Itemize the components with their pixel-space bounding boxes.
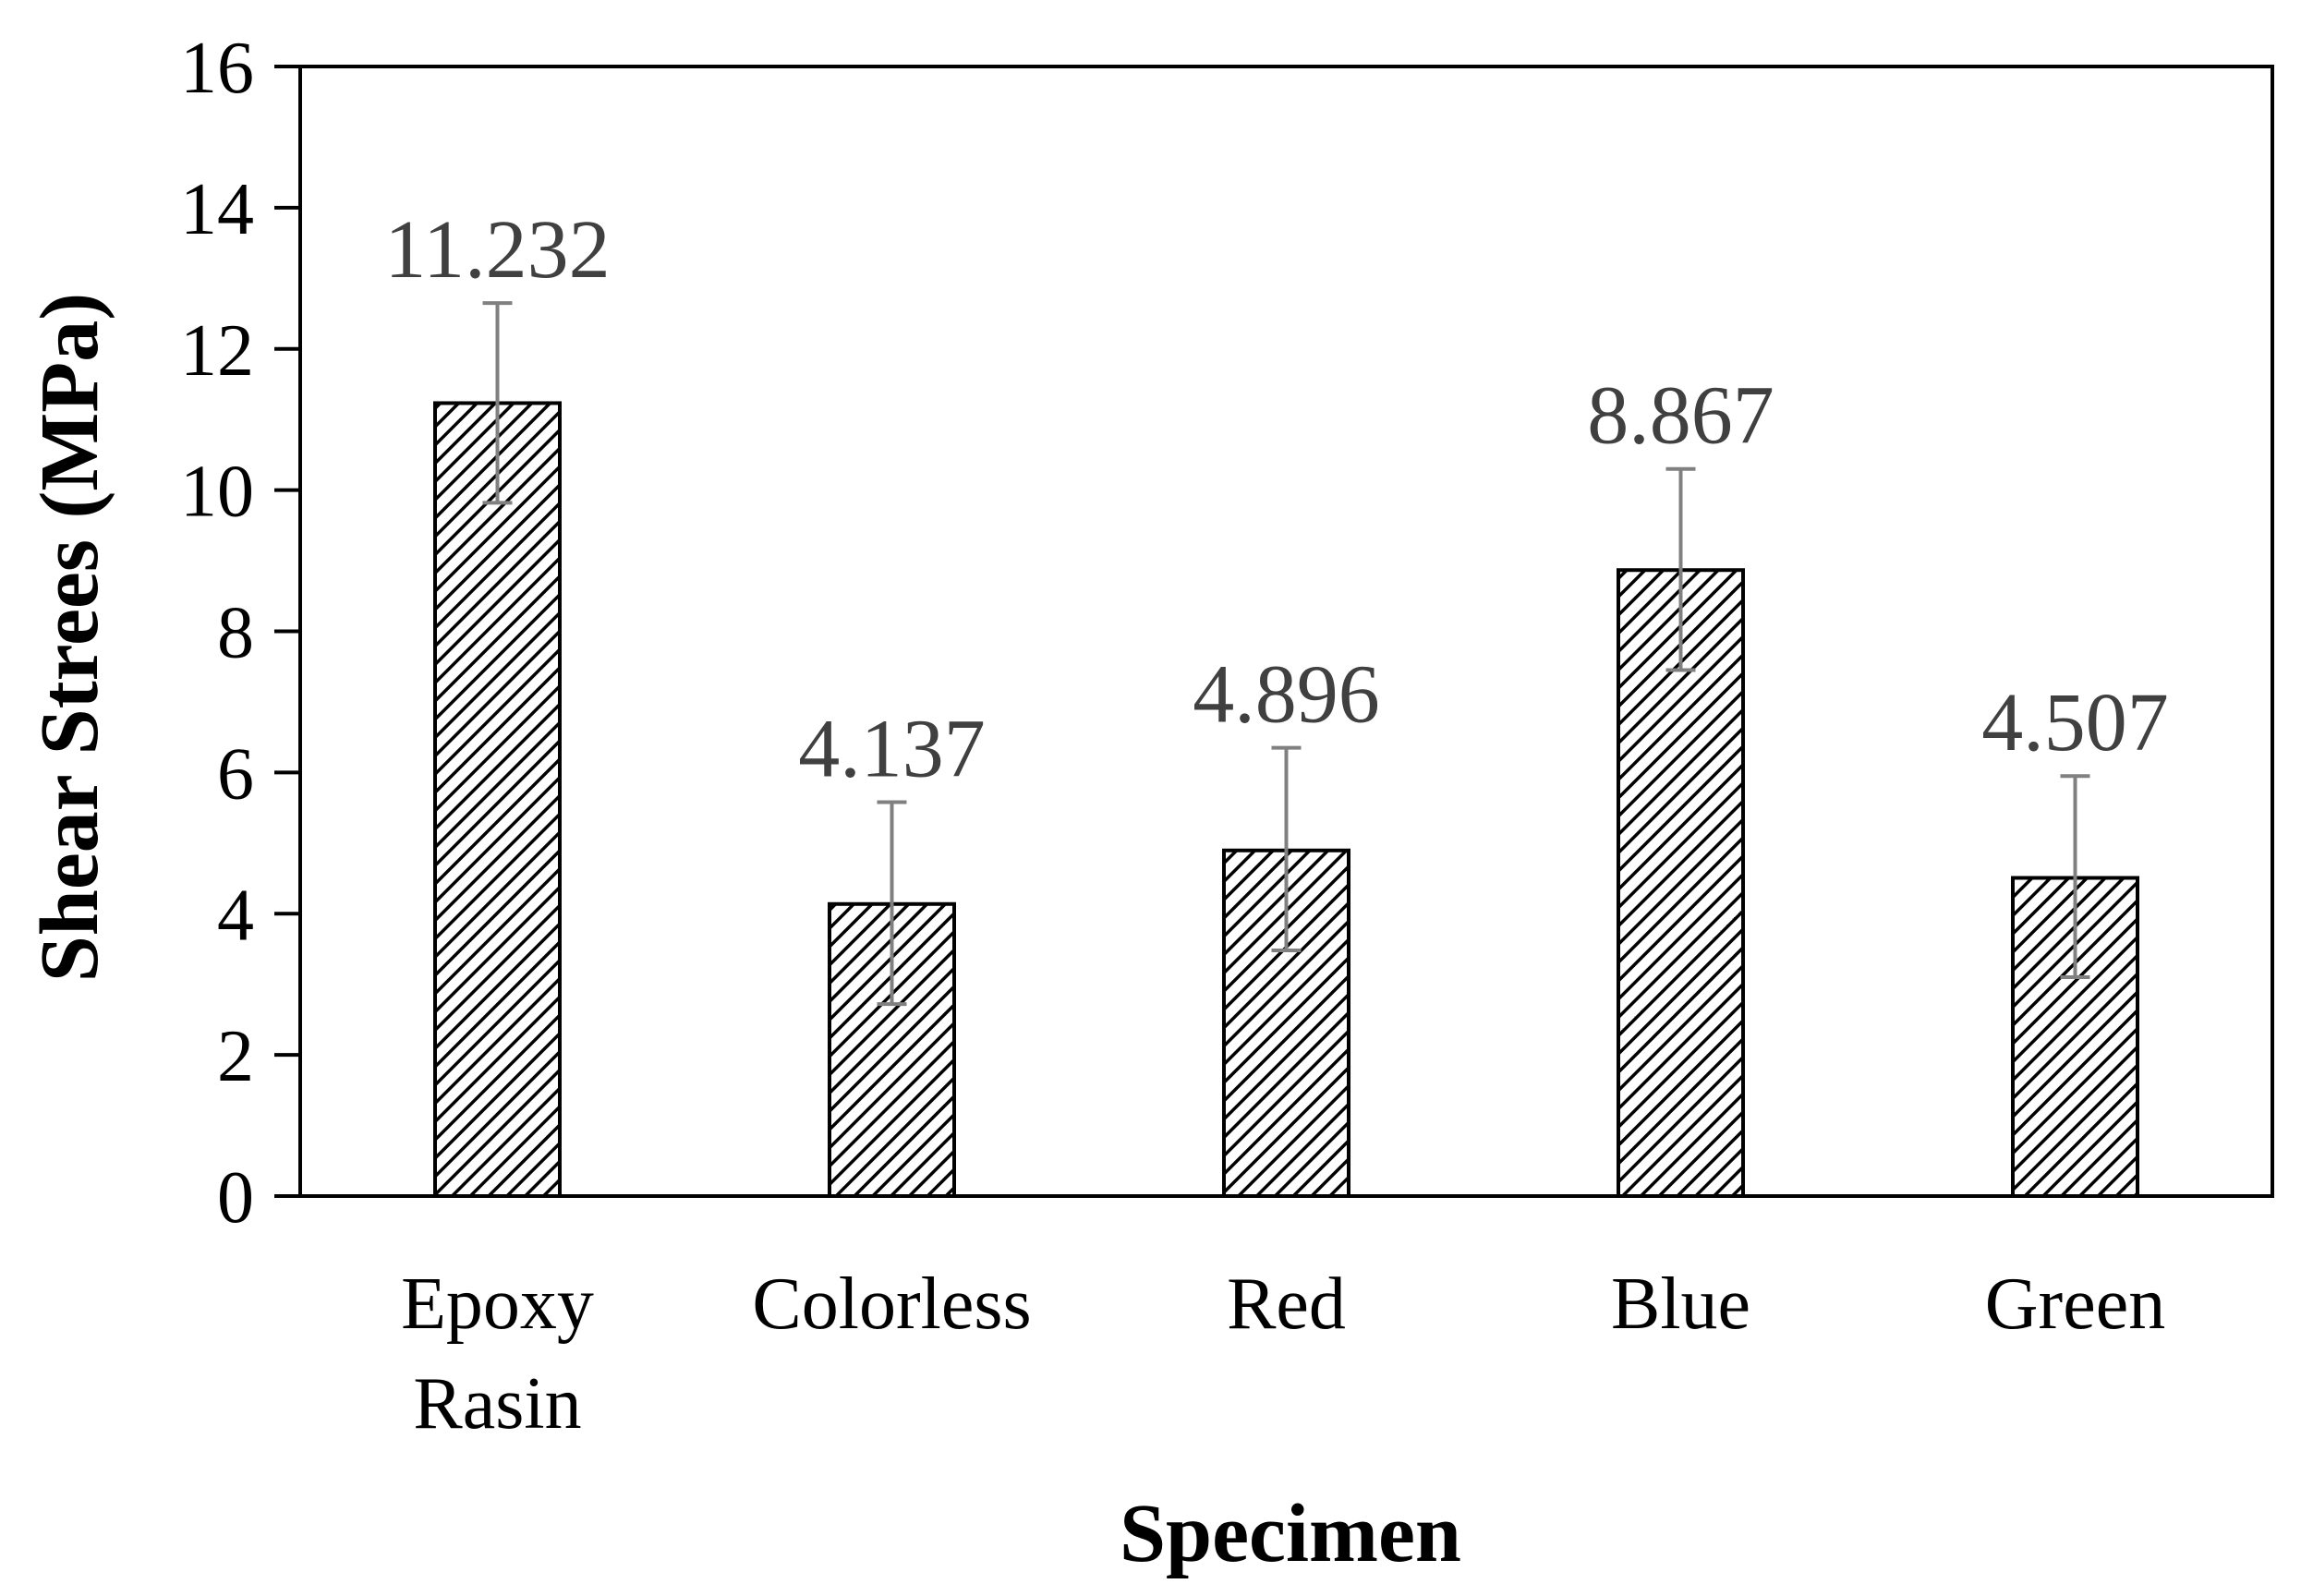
error-bar	[2060, 774, 2090, 980]
x-tick-label: Blue	[1611, 1264, 1750, 1345]
y-tick-label: 0	[217, 1157, 254, 1239]
y-tick-label: 16	[180, 28, 254, 109]
x-tick-label: Epoxy	[401, 1264, 594, 1345]
y-tick-label: 10	[180, 452, 254, 533]
error-bar	[482, 301, 513, 505]
x-tick-label: Rasin	[413, 1363, 581, 1445]
data-labels-group: 11.232 4.137 4.896 8.867 4.507	[384, 204, 2168, 794]
y-tick-label: 12	[180, 310, 254, 392]
data-label: 8.867	[1587, 370, 1774, 462]
data-label: 4.896	[1193, 649, 1380, 741]
y-tick-label: 4	[217, 875, 254, 956]
y-axis: 0 2 4 6 8 10 12 14 16	[180, 28, 300, 1239]
y-tick-label: 2	[217, 1016, 254, 1097]
error-bars-group	[482, 301, 2090, 1007]
error-bar	[1271, 745, 1302, 952]
x-tick-label: Green	[1985, 1264, 2165, 1345]
error-bar	[877, 800, 907, 1007]
data-label: 4.507	[1981, 677, 2169, 768]
y-tick-label: 6	[217, 733, 254, 815]
x-tick-label: Red	[1227, 1264, 1346, 1345]
bar	[433, 401, 562, 1199]
y-axis-title: Shear Strees (MPa)	[24, 293, 115, 983]
x-tick-label: Colorless	[752, 1264, 1031, 1345]
x-axis-title: Specimen	[1120, 1488, 1461, 1579]
data-label: 4.137	[798, 703, 986, 794]
data-label: 11.232	[384, 204, 610, 296]
y-tick-label: 14	[180, 169, 254, 250]
y-tick-label: 8	[217, 593, 254, 674]
error-bar	[1665, 466, 1696, 672]
x-axis: Epoxy Rasin Colorless Red Blue Green	[275, 1194, 2272, 1445]
bar	[1617, 568, 1745, 1198]
